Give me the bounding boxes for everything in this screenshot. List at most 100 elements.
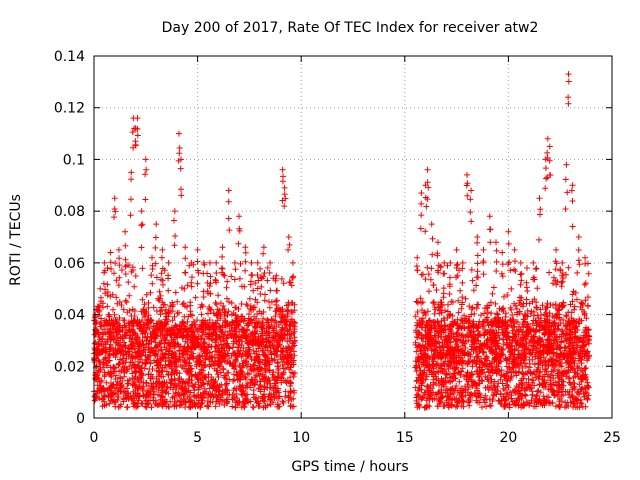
data-point bbox=[207, 394, 214, 401]
data-point bbox=[178, 386, 185, 393]
data-point bbox=[189, 312, 196, 319]
data-point bbox=[444, 334, 451, 341]
data-point bbox=[130, 388, 137, 395]
data-point bbox=[413, 322, 420, 329]
data-point bbox=[119, 343, 126, 350]
data-point bbox=[443, 387, 450, 394]
data-point bbox=[284, 338, 291, 345]
data-point bbox=[111, 214, 117, 221]
data-point bbox=[95, 341, 102, 347]
data-point bbox=[257, 370, 264, 377]
data-point bbox=[220, 354, 227, 360]
data-point bbox=[528, 342, 534, 349]
data-point bbox=[142, 171, 149, 178]
data-point bbox=[543, 175, 550, 182]
data-point bbox=[122, 343, 129, 349]
data-point bbox=[473, 305, 480, 312]
data-point bbox=[490, 392, 497, 399]
data-point bbox=[466, 395, 473, 401]
data-point bbox=[122, 263, 129, 270]
data-point bbox=[205, 371, 212, 378]
data-point bbox=[187, 389, 194, 396]
data-point bbox=[440, 383, 447, 390]
data-point bbox=[431, 346, 437, 353]
data-point bbox=[435, 396, 442, 403]
data-point bbox=[242, 244, 249, 251]
data-point bbox=[152, 244, 159, 251]
data-point bbox=[480, 258, 487, 265]
data-point bbox=[492, 300, 499, 307]
data-point bbox=[254, 335, 261, 342]
data-point bbox=[110, 317, 117, 324]
data-point bbox=[250, 304, 257, 311]
data-point bbox=[92, 394, 99, 401]
data-point bbox=[467, 196, 474, 203]
data-point bbox=[422, 354, 429, 361]
data-point bbox=[459, 294, 466, 301]
data-point bbox=[553, 342, 559, 349]
data-point bbox=[171, 208, 178, 215]
data-point bbox=[179, 301, 186, 308]
data-point bbox=[139, 265, 146, 272]
data-point bbox=[558, 398, 565, 405]
data-point bbox=[184, 282, 191, 289]
data-point bbox=[128, 169, 135, 176]
data-point bbox=[537, 315, 544, 322]
data-point bbox=[170, 329, 177, 336]
data-point bbox=[505, 261, 511, 268]
data-point bbox=[437, 264, 444, 271]
data-point bbox=[537, 341, 543, 348]
data-point bbox=[552, 266, 559, 273]
data-point bbox=[422, 343, 429, 350]
data-point bbox=[179, 318, 186, 325]
data-point bbox=[530, 377, 537, 384]
data-point bbox=[436, 382, 442, 389]
data-point bbox=[192, 333, 199, 340]
data-point bbox=[117, 374, 123, 381]
data-point bbox=[122, 297, 129, 304]
data-point bbox=[210, 323, 217, 330]
data-point bbox=[157, 339, 164, 346]
data-point bbox=[221, 357, 228, 364]
data-point bbox=[585, 383, 592, 390]
data-point bbox=[571, 386, 578, 393]
data-point bbox=[565, 318, 572, 325]
data-point bbox=[516, 294, 523, 301]
data-point bbox=[144, 354, 151, 361]
data-point bbox=[252, 357, 259, 364]
data-point bbox=[161, 379, 168, 386]
data-point bbox=[207, 280, 214, 287]
data-point bbox=[245, 350, 252, 357]
data-point bbox=[465, 358, 472, 364]
data-point bbox=[499, 273, 506, 280]
data-point bbox=[456, 354, 463, 361]
data-point bbox=[280, 280, 287, 287]
data-point bbox=[508, 369, 515, 376]
data-point bbox=[127, 331, 134, 338]
data-point bbox=[120, 360, 127, 367]
data-point bbox=[459, 339, 466, 345]
data-point bbox=[215, 374, 222, 380]
data-point bbox=[150, 350, 157, 357]
data-point bbox=[171, 381, 178, 388]
data-point bbox=[445, 301, 451, 308]
data-point bbox=[522, 392, 529, 399]
data-point bbox=[567, 334, 574, 341]
data-point bbox=[492, 346, 499, 353]
data-point bbox=[480, 246, 487, 253]
data-point bbox=[491, 378, 498, 385]
data-point bbox=[275, 338, 282, 345]
data-point bbox=[538, 350, 545, 357]
data-point bbox=[277, 306, 284, 313]
data-point bbox=[502, 396, 509, 403]
data-point bbox=[535, 399, 542, 406]
data-point bbox=[543, 324, 550, 330]
data-point bbox=[454, 399, 460, 406]
data-point bbox=[289, 274, 296, 281]
data-point bbox=[129, 355, 136, 362]
data-point bbox=[418, 347, 425, 354]
data-point bbox=[464, 369, 471, 376]
data-point bbox=[96, 302, 103, 309]
data-point bbox=[180, 333, 187, 340]
data-point bbox=[279, 166, 286, 173]
